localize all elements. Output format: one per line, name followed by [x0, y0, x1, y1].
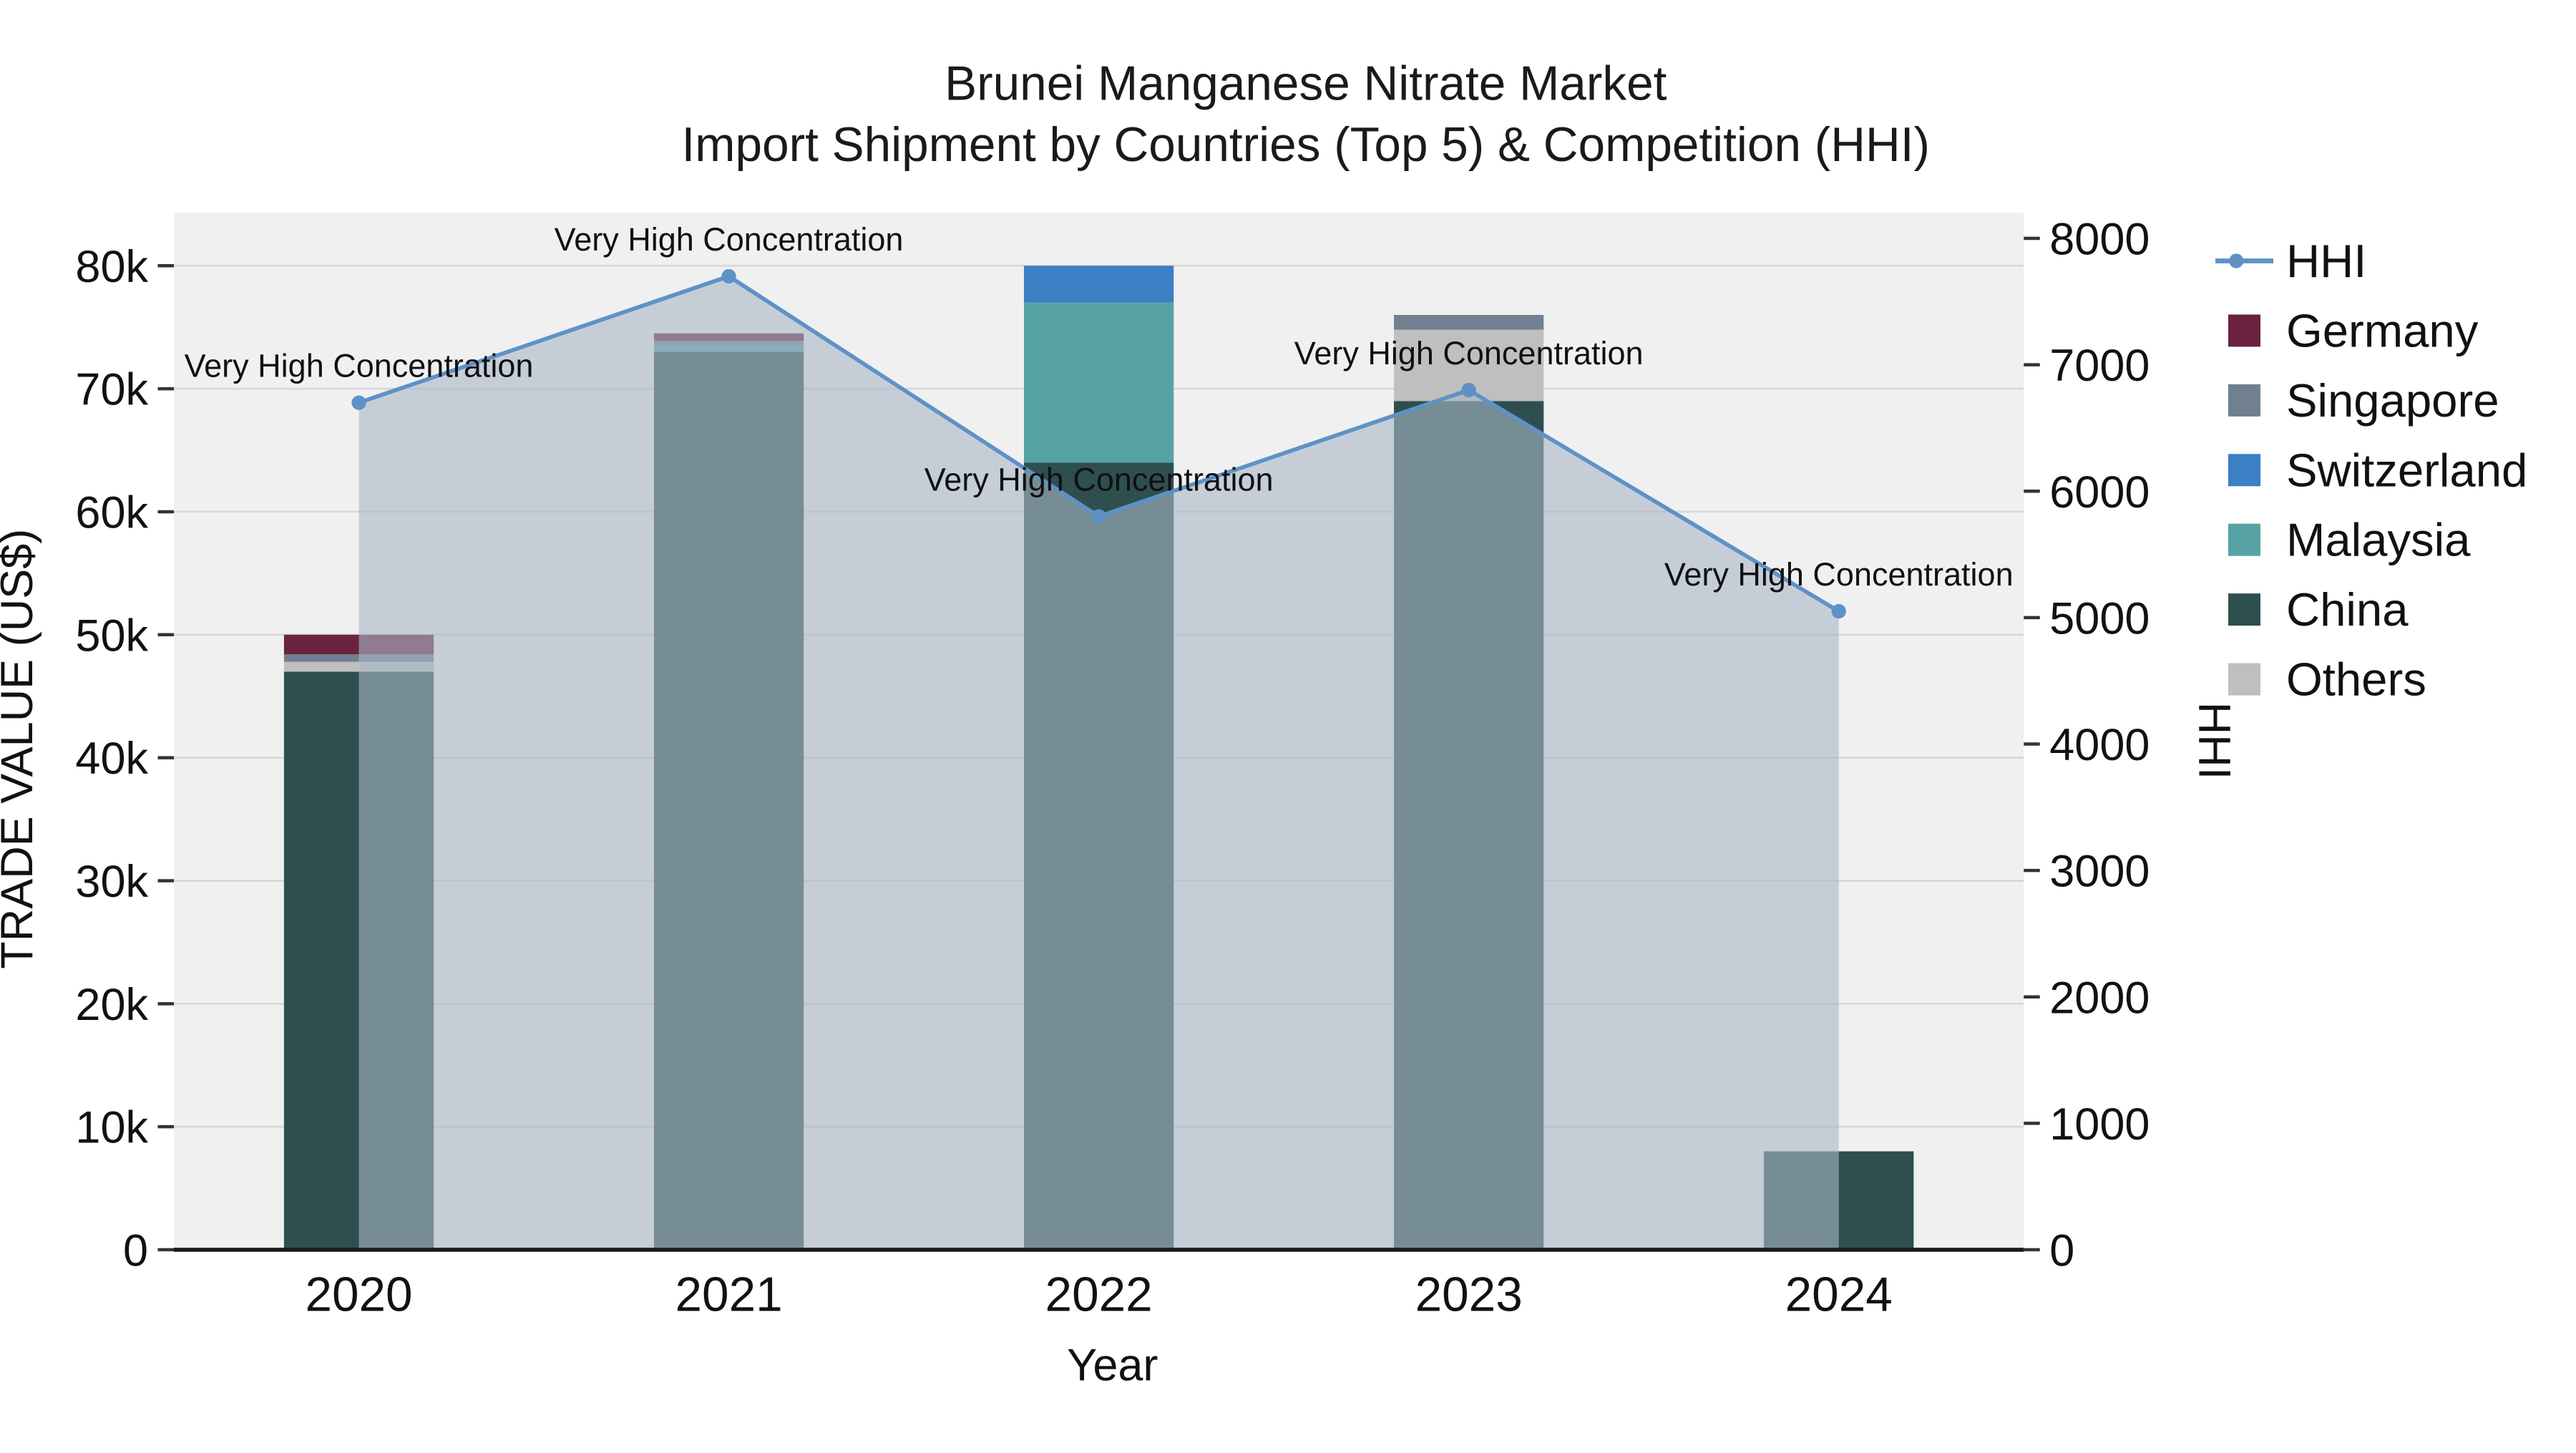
hhi-area-polygon [358, 276, 1839, 1250]
hhi-marker-2020[interactable] [351, 395, 366, 410]
y-left-tick-label: 80k [75, 242, 148, 292]
legend-label-malaysia: Malaysia [2286, 514, 2471, 566]
legend-item-germany[interactable]: Germany [2228, 304, 2479, 356]
bar-segment-singapore-2023[interactable] [1394, 314, 1544, 330]
legend-label-others: Others [2286, 653, 2426, 706]
y-right-tick-label: 2000 [2049, 973, 2150, 1023]
x-tick-label-2020: 2020 [305, 1268, 412, 1322]
x-tick-label-2022: 2022 [1045, 1268, 1153, 1322]
hhi-area-fill [358, 276, 1839, 1250]
y-left-tick-label: 0 [123, 1226, 148, 1276]
chart-title-line2: Import Shipment by Countries (Top 5) & C… [682, 118, 1930, 172]
x-tick-label-2021: 2021 [675, 1268, 782, 1322]
legend-label-hhi: HHI [2286, 235, 2366, 287]
hhi-marker-2024[interactable] [1831, 603, 1846, 619]
y-right-tick-label: 0 [2049, 1226, 2074, 1276]
chart-title-line1: Brunei Manganese Nitrate Market [945, 57, 1667, 111]
legend-swatch-singapore [2228, 384, 2260, 417]
y-left-tick-label: 30k [75, 857, 148, 907]
annotation-2024: Very High Concentration [1664, 556, 2014, 593]
annotation-2021: Very High Concentration [555, 221, 904, 258]
y-left-tick-label: 60k [75, 487, 148, 538]
legend-item-others[interactable]: Others [2228, 653, 2426, 706]
y-right-tick-label: 3000 [2049, 847, 2150, 897]
bar-segment-singapore-2020[interactable] [283, 654, 434, 662]
y-left-tick-label: 10k [75, 1103, 148, 1153]
annotation-2023: Very High Concentration [1294, 335, 1644, 371]
annotations: Very High Concentration Very High Concent… [185, 221, 2014, 593]
y-left-tick-label: 50k [75, 611, 148, 661]
legend-item-malaysia[interactable]: Malaysia [2228, 514, 2471, 566]
bar-segment-malaysia-2022[interactable] [1024, 302, 1174, 463]
y-right-axis-title: HHI [2190, 702, 2240, 779]
y-right-tick-label: 4000 [2049, 720, 2150, 770]
y-right-tick-label: 1000 [2049, 1099, 2150, 1150]
axes: 0 0 10k 1000 20k 2000 30k 3000 40k 4000 50k 5000 60k… [75, 215, 2150, 1322]
annotation-2020: Very High Concentration [185, 348, 534, 384]
legend-label-singapore: Singapore [2286, 374, 2499, 427]
x-axis-title: Year [1067, 1340, 1158, 1390]
hhi-marker-2023[interactable] [1461, 382, 1476, 398]
legend-item-hhi[interactable]: HHI [2215, 235, 2366, 287]
hhi-line [351, 268, 1846, 619]
legend-item-switzerland[interactable]: Switzerland [2228, 444, 2527, 496]
legend: HHI Germany Singapore Switzerland Malaysia Ch… [2215, 235, 2527, 706]
y-left-axis-title: TRADE VALUE (US$) [0, 529, 42, 969]
legend-item-singapore[interactable]: Singapore [2228, 374, 2499, 427]
annotation-2022: Very High Concentration [924, 462, 1274, 498]
legend-label-switzerland: Switzerland [2286, 444, 2527, 496]
x-tick-label-2023: 2023 [1415, 1268, 1523, 1322]
legend-swatch-switzerland [2228, 454, 2260, 487]
y-right-tick-label: 5000 [2049, 593, 2150, 643]
legend-label-germany: Germany [2286, 304, 2479, 356]
legend-item-china[interactable]: China [2228, 583, 2409, 636]
y-right-tick-label: 6000 [2049, 467, 2150, 517]
y-left-tick-label: 20k [75, 980, 148, 1030]
legend-hhi-marker [2229, 253, 2244, 268]
y-left-tick-label: 40k [75, 734, 148, 784]
legend-swatch-malaysia [2228, 523, 2260, 556]
hhi-marker-2021[interactable] [721, 268, 736, 284]
hhi-marker-2022[interactable] [1091, 509, 1106, 524]
legend-swatch-others [2228, 663, 2260, 696]
legend-label-china: China [2286, 583, 2409, 636]
bar-segment-switzerland-2022[interactable] [1024, 266, 1174, 303]
legend-swatch-germany [2228, 314, 2260, 347]
y-right-tick-label: 7000 [2049, 341, 2150, 391]
x-tick-label-2024: 2024 [1785, 1268, 1893, 1322]
y-left-tick-label: 70k [75, 365, 148, 415]
y-right-tick-label: 8000 [2049, 215, 2150, 265]
legend-swatch-china [2228, 593, 2260, 626]
